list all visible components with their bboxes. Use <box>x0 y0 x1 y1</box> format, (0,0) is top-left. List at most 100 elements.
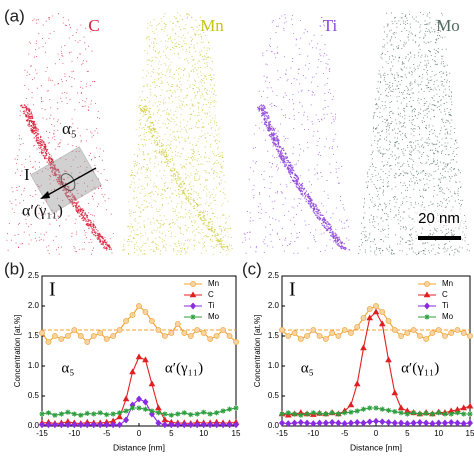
atom-dot <box>53 118 55 120</box>
atom-dot <box>161 177 163 180</box>
atom-dot <box>261 121 263 123</box>
atom-dot <box>441 231 443 233</box>
segregation-dot <box>57 174 59 176</box>
segregation-dot <box>26 108 29 110</box>
atom-dot <box>423 151 425 153</box>
atom-dot <box>436 136 438 138</box>
atom-dot <box>436 194 438 196</box>
atom-dot <box>136 201 139 203</box>
segregation-dot <box>160 150 163 152</box>
atom-dot <box>179 125 181 127</box>
atom-dot <box>127 238 129 240</box>
atom-dot <box>191 149 193 151</box>
atom-dot <box>131 170 133 172</box>
atom-dot <box>426 173 428 175</box>
atom-dot <box>366 187 368 189</box>
atom-dot <box>398 213 400 215</box>
atom-dot <box>404 24 407 26</box>
atom-dot <box>420 205 422 207</box>
atom-dot <box>395 215 397 217</box>
atom-dot <box>402 91 404 93</box>
atom-dot <box>205 92 207 94</box>
atom-dot <box>194 67 196 69</box>
segregation-dot <box>93 227 95 229</box>
atom-dot <box>149 158 151 160</box>
atom-dot <box>199 80 201 82</box>
atom-dot <box>396 137 399 139</box>
atom-dot <box>227 228 229 230</box>
atom-dot <box>13 211 15 214</box>
atom-dot <box>26 124 29 126</box>
atom-dot <box>130 223 132 225</box>
atom-dot <box>395 32 397 34</box>
atom-dot <box>311 40 313 42</box>
atom-dot <box>94 164 96 166</box>
segregation-dot <box>294 182 296 184</box>
atom-dot <box>197 127 199 129</box>
atom-dot <box>57 13 60 15</box>
atom-dot <box>61 81 63 83</box>
segregation-dot <box>29 115 32 118</box>
atom-dot <box>429 131 431 133</box>
atom-dot <box>409 141 411 143</box>
atom-dot <box>163 109 165 111</box>
atom-dot <box>155 230 157 232</box>
atom-dot <box>441 61 443 63</box>
atom-dot <box>56 121 58 123</box>
atom-dot <box>129 213 131 215</box>
atom-dot <box>300 90 302 92</box>
atom-dot <box>100 172 102 175</box>
atom-dot <box>106 179 108 181</box>
atom-dot <box>192 153 194 155</box>
atom-dot <box>146 175 148 177</box>
atom-dot <box>73 78 75 80</box>
atom-dot <box>438 247 440 249</box>
segregation-dot <box>300 183 303 186</box>
atom-dot <box>410 229 412 231</box>
segregation-dot <box>30 117 32 120</box>
atom-dot <box>454 175 456 177</box>
atom-dot <box>189 215 191 218</box>
atom-dot <box>40 238 42 240</box>
atom-dot <box>148 138 150 140</box>
atom-dot <box>292 153 294 155</box>
atom-dot <box>367 185 369 187</box>
atom-dot <box>85 86 87 88</box>
atom-dot <box>172 22 174 25</box>
atom-dot <box>134 164 136 166</box>
atom-dot <box>326 82 328 84</box>
atom-dot <box>209 238 211 240</box>
atom-dot <box>419 151 421 153</box>
atom-dot <box>430 174 432 176</box>
segregation-dot <box>43 148 46 150</box>
segregation-dot <box>307 195 309 198</box>
atom-dot <box>460 172 462 174</box>
atom-dot <box>404 57 406 59</box>
atom-dot <box>325 67 327 69</box>
atom-dot <box>190 36 192 38</box>
atom-dot <box>153 42 155 44</box>
segregation-dot <box>290 171 292 173</box>
atom-dot <box>297 160 299 162</box>
atom-dot <box>385 107 387 109</box>
atom-dot <box>90 213 92 216</box>
atom-dot <box>150 191 153 193</box>
atom-dot <box>422 13 424 15</box>
atom-dot <box>415 231 417 233</box>
atom-dot <box>358 246 360 248</box>
segregation-dot <box>160 154 163 156</box>
atom-dot <box>292 58 294 60</box>
atom-dot <box>83 182 85 184</box>
atom-dot <box>171 179 173 181</box>
atom-dot <box>255 245 258 248</box>
atom-dot <box>403 182 405 184</box>
atom-dot <box>48 17 51 19</box>
segregation-dot <box>268 116 270 118</box>
segregation-dot <box>343 246 346 249</box>
atom-dot <box>377 90 379 92</box>
atom-dot <box>403 22 405 24</box>
atom-dot <box>338 167 340 169</box>
atom-dot <box>404 189 406 191</box>
atom-dot <box>382 250 384 252</box>
atom-dot <box>150 108 152 110</box>
